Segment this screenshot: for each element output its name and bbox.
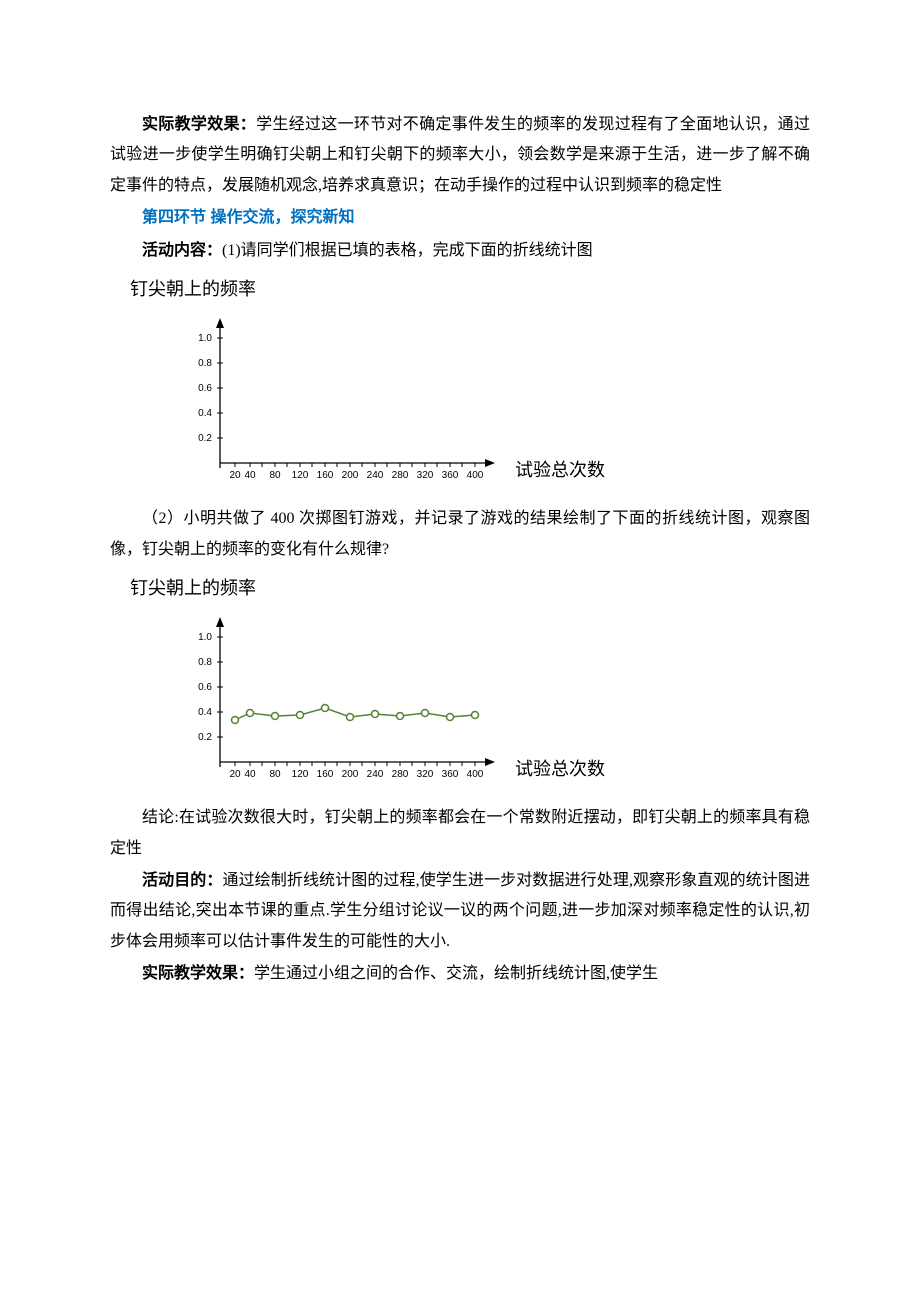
- svg-text:400: 400: [467, 769, 484, 780]
- svg-text:200: 200: [342, 470, 359, 481]
- svg-text:160: 160: [317, 470, 334, 481]
- svg-text:0.8: 0.8: [198, 657, 212, 668]
- svg-text:1.0: 1.0: [198, 632, 212, 643]
- label-effect-1: 实际教学效果：: [142, 116, 256, 133]
- chart-2-block: 钉尖朝上的频率 0.2 0.4 0.6 0.8 1.0 20 40 80 120: [150, 571, 810, 797]
- svg-text:320: 320: [417, 769, 434, 780]
- svg-text:80: 80: [269, 769, 281, 780]
- svg-text:1.0: 1.0: [198, 333, 212, 344]
- para-conclusion: 结论:在试验次数很大时，钉尖朝上的频率都会在一个常数附近摆动，即钉尖朝上的频率具…: [110, 803, 810, 864]
- svg-text:120: 120: [292, 470, 309, 481]
- svg-text:40: 40: [244, 470, 256, 481]
- para-q2: （2）小明共做了 400 次掷图钉游戏，并记录了游戏的结果绘制了下面的折线统计图…: [110, 504, 810, 565]
- svg-text:360: 360: [442, 769, 459, 780]
- para-effect-1: 实际教学效果：学生经过这一环节对不确定事件发生的频率的发现过程有了全面地认识，通…: [110, 110, 810, 201]
- chart-2-xtitle: 试验总次数: [515, 759, 605, 779]
- text-activity-content: (1)请同学们根据已填的表格，完成下面的折线统计图: [222, 242, 593, 259]
- label-effect-2: 实际教学效果：: [142, 965, 254, 982]
- svg-text:320: 320: [417, 470, 434, 481]
- svg-text:20: 20: [229, 470, 241, 481]
- chart-1-xtitle: 试验总次数: [515, 460, 605, 480]
- svg-text:0.6: 0.6: [198, 383, 212, 394]
- svg-text:360: 360: [442, 470, 459, 481]
- para-activity-content: 活动内容：(1)请同学们根据已填的表格，完成下面的折线统计图: [110, 236, 810, 266]
- chart-1-svg: 0.2 0.4 0.6 0.8 1.0 20 40 80 120 160 200…: [150, 308, 650, 498]
- chart-1-ytitle: 钉尖朝上的频率: [130, 272, 810, 306]
- label-activity-content: 活动内容：: [142, 242, 222, 259]
- svg-text:0.2: 0.2: [198, 433, 212, 444]
- svg-text:120: 120: [292, 769, 309, 780]
- svg-text:40: 40: [244, 769, 256, 780]
- chart-2-ytitle: 钉尖朝上的频率: [130, 571, 810, 605]
- svg-text:280: 280: [392, 769, 409, 780]
- svg-text:400: 400: [467, 470, 484, 481]
- svg-text:0.2: 0.2: [198, 732, 212, 743]
- text-effect-2: 学生通过小组之间的合作、交流，绘制折线统计图,使学生: [254, 965, 658, 982]
- chart-1-xticks: 20 40 80 120 160 200 240 280 320 360 40: [229, 463, 483, 481]
- svg-text:280: 280: [392, 470, 409, 481]
- svg-text:240: 240: [367, 470, 384, 481]
- chart-2-line: [235, 708, 475, 720]
- svg-text:200: 200: [342, 769, 359, 780]
- svg-text:0.4: 0.4: [198, 408, 212, 419]
- heading-section-4: 第四环节 操作交流，探究新知: [110, 203, 810, 233]
- para-purpose: 活动目的：通过绘制折线统计图的过程,使学生进一步对数据进行处理,观察形象直观的统…: [110, 866, 810, 957]
- svg-text:0.6: 0.6: [198, 682, 212, 693]
- svg-text:240: 240: [367, 769, 384, 780]
- chart-1-block: 钉尖朝上的频率 0.2 0.4 0.6 0.8 1.0 20 40 80: [150, 272, 810, 498]
- label-purpose: 活动目的：: [142, 872, 222, 889]
- svg-text:80: 80: [269, 470, 281, 481]
- svg-text:0.4: 0.4: [198, 707, 212, 718]
- chart-1-yticks: 0.2 0.4 0.6 0.8 1.0: [198, 333, 223, 444]
- chart-2-svg: 0.2 0.4 0.6 0.8 1.0 20 40 80 120 160 200…: [150, 607, 650, 797]
- svg-text:160: 160: [317, 769, 334, 780]
- svg-text:0.8: 0.8: [198, 358, 212, 369]
- para-effect-2: 实际教学效果：学生通过小组之间的合作、交流，绘制折线统计图,使学生: [110, 959, 810, 989]
- svg-text:20: 20: [229, 769, 241, 780]
- chart-2-markers: [232, 705, 479, 724]
